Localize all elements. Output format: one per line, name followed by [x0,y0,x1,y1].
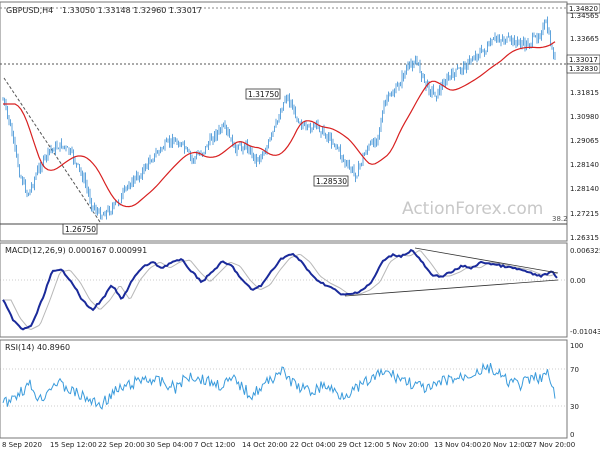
ohlc-values: 1.33050 1.33148 1.32960 1.33017 [62,6,202,15]
svg-text:1.32830: 1.32830 [569,65,598,73]
svg-text:27 Nov 20:00: 27 Nov 20:00 [528,441,575,449]
macd-panel-frame [0,242,568,338]
svg-text:22 Sep 20:00: 22 Sep 20:00 [98,441,145,449]
svg-text:1.30980: 1.30980 [570,113,599,121]
svg-text:1.34820: 1.34820 [569,5,598,13]
svg-text:5 Nov 20:00: 5 Nov 20:00 [386,441,429,449]
svg-text:1.31750: 1.31750 [248,90,279,99]
svg-text:1.28140: 1.28140 [570,161,599,169]
svg-text:-0.010438: -0.010438 [570,328,600,336]
svg-text:7 Oct 12:00: 7 Oct 12:00 [194,441,235,449]
price-axis: 1.34565 1.33665 1.31815 1.30980 1.29065 … [570,12,599,242]
svg-text:29 Oct 12:00: 29 Oct 12:00 [338,441,384,449]
svg-text:14 Oct 20:00: 14 Oct 20:00 [242,441,288,449]
svg-text:100: 100 [570,342,583,350]
rsi-axis: 100 70 30 0 [570,342,583,439]
svg-text:20 Nov 12:00: 20 Nov 12:00 [482,441,529,449]
macd-signal-line [3,250,558,331]
svg-text:22 Oct 04:00: 22 Oct 04:00 [290,441,336,449]
top-price-badge: 1.34820 [566,3,600,14]
svg-text:1.27215: 1.27215 [570,210,599,218]
time-axis: 8 Sep 2020 15 Sep 12:00 22 Sep 20:00 30 … [2,441,575,449]
svg-text:1.26315: 1.26315 [570,234,599,242]
svg-text:1.29065: 1.29065 [570,137,599,145]
watermark: ActionForex.com [402,199,543,219]
svg-text:1.31815: 1.31815 [570,89,599,97]
svg-text:1.28140: 1.28140 [570,185,599,193]
macd-label: MACD(12,26,9) 0.000167 0.000991 [5,246,147,255]
svg-text:1.33665: 1.33665 [570,35,599,43]
svg-text:1.33017: 1.33017 [569,56,598,64]
fib-label: 38.2 [552,215,568,223]
symbol-timeframe: GBPUSD,H4 [6,6,53,15]
svg-text:1.26750: 1.26750 [65,225,96,234]
svg-text:0.006325: 0.006325 [570,247,600,255]
svg-text:30: 30 [570,403,579,411]
svg-text:15 Sep 12:00: 15 Sep 12:00 [50,441,97,449]
svg-text:1.28530: 1.28530 [316,177,347,186]
current-price-badge: 1.33017 [566,54,600,65]
annotation-1-26750: 1.26750 [62,223,98,235]
svg-text:0: 0 [570,431,574,439]
price-panel-frame [0,1,568,242]
svg-text:1.34565: 1.34565 [570,12,599,20]
annotation-1-28530: 1.28530 [313,175,349,187]
hline-price-badge: 1.32830 [566,63,600,74]
rsi-label: RSI(14) 40.8960 [5,343,70,352]
trend-line-dashed [3,77,101,223]
macd-triangle-lower [344,279,559,297]
macd-axis: 0.006325 0.00 -0.010438 [570,247,600,336]
svg-text:13 Nov 04:00: 13 Nov 04:00 [434,441,481,449]
moving-average-line [3,41,556,208]
svg-text:70: 70 [570,366,579,374]
price-candles [2,16,556,220]
rsi-line [2,362,556,410]
svg-text:0.00: 0.00 [570,277,586,285]
svg-text:8 Sep 2020: 8 Sep 2020 [2,441,42,449]
macd-triangle-upper [414,247,559,274]
svg-text:30 Sep 04:00: 30 Sep 04:00 [146,441,193,449]
rsi-panel-frame [0,339,568,439]
macd-main-line [2,248,558,331]
annotation-1-31750: 1.31750 [245,88,281,100]
